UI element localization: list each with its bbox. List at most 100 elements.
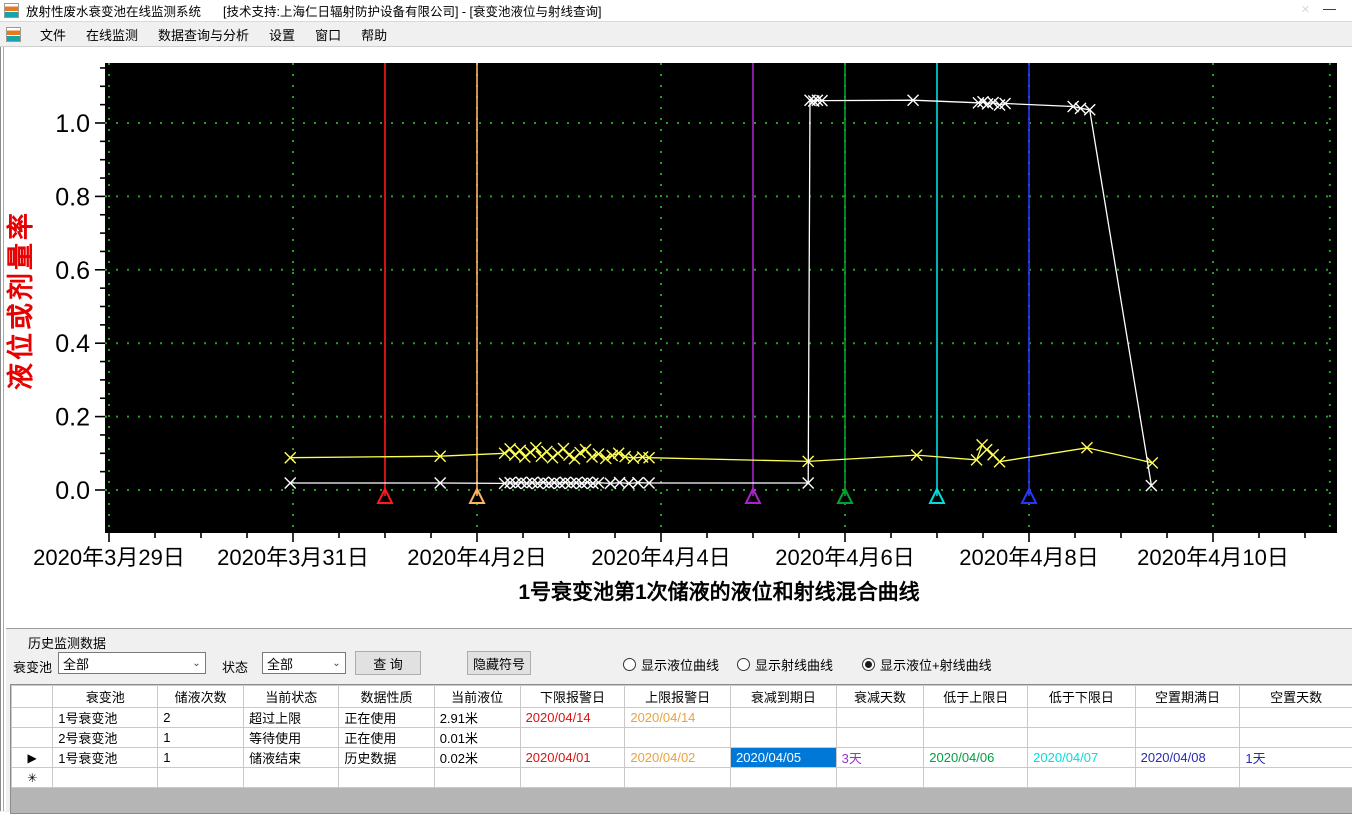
column-header-2[interactable]: 储液次数 xyxy=(158,686,244,708)
radio-unchecked-icon[interactable] xyxy=(623,658,636,671)
column-header-1[interactable]: 衰变池 xyxy=(53,686,158,708)
chevron-down-icon[interactable]: ⌄ xyxy=(188,658,205,669)
row-selector-header[interactable] xyxy=(12,686,53,708)
menu-item-2[interactable]: 数据查询与分析 xyxy=(148,22,259,47)
table-cell[interactable] xyxy=(731,768,837,788)
menu-item-5[interactable]: 帮助 xyxy=(351,22,397,47)
menu-item-3[interactable]: 设置 xyxy=(259,22,305,47)
table-cell[interactable]: 1号衰变池 xyxy=(53,708,158,728)
table-cell[interactable]: 0.01米 xyxy=(434,728,520,748)
table-cell[interactable]: 正在使用 xyxy=(339,728,434,748)
pool-filter-combobox[interactable]: 全部 ⌄ xyxy=(58,652,206,674)
query-button[interactable]: 查 询 xyxy=(355,651,421,675)
table-cell[interactable] xyxy=(1135,728,1240,748)
radio-option-0[interactable]: 显示液位曲线 xyxy=(623,655,719,674)
window-title: 放射性废水衰变池在线监测系统 xyxy=(26,1,201,20)
table-cell[interactable] xyxy=(836,768,924,788)
radio-checked-icon[interactable] xyxy=(862,658,875,671)
table-cell[interactable] xyxy=(625,768,731,788)
status-filter-combobox[interactable]: 全部 ⌄ xyxy=(262,652,346,674)
table-cell[interactable]: 历史数据 xyxy=(339,748,434,768)
column-header-12[interactable]: 空置期满日 xyxy=(1135,686,1240,708)
table-cell[interactable] xyxy=(244,768,339,788)
new-row-indicator[interactable]: ✳ xyxy=(12,768,53,788)
row-selector[interactable] xyxy=(12,728,53,748)
x-tick-label: 2020年4月6日 xyxy=(775,545,914,570)
table-cell[interactable] xyxy=(1028,708,1135,728)
table-cell[interactable] xyxy=(1135,768,1240,788)
table-cell[interactable] xyxy=(1240,768,1352,788)
menu-items: 文件在线监测数据查询与分析设置窗口帮助 xyxy=(30,22,397,47)
table-cell[interactable] xyxy=(520,768,625,788)
chart-title: 1号衰变池第1次储液的液位和射线混合曲线 xyxy=(518,580,919,604)
table-cell[interactable]: 1号衰变池 xyxy=(53,748,158,768)
column-header-13[interactable]: 空置天数 xyxy=(1240,686,1352,708)
radio-unchecked-icon[interactable] xyxy=(737,658,750,671)
y-axis-title: 液位或剂量率 xyxy=(5,210,36,390)
table-cell[interactable]: 3天 xyxy=(836,748,924,768)
table-cell[interactable] xyxy=(625,728,731,748)
column-header-7[interactable]: 上限报警日 xyxy=(625,686,731,708)
table-cell[interactable]: 2 xyxy=(158,708,244,728)
table-cell[interactable]: 2.91米 xyxy=(434,708,520,728)
menu-item-1[interactable]: 在线监测 xyxy=(76,22,148,47)
table-cell[interactable]: 超过上限 xyxy=(244,708,339,728)
table-cell[interactable]: 储液结束 xyxy=(244,748,339,768)
table-cell[interactable] xyxy=(924,768,1028,788)
table-cell[interactable]: 正在使用 xyxy=(339,708,434,728)
radio-option-2[interactable]: 显示液位+射线曲线 xyxy=(862,655,992,674)
table-cell[interactable] xyxy=(1135,708,1240,728)
table-cell[interactable]: 1 xyxy=(158,748,244,768)
chevron-down-icon[interactable]: ⌄ xyxy=(328,658,345,669)
table-cell[interactable] xyxy=(924,708,1028,728)
table-cell[interactable]: 1 xyxy=(158,728,244,748)
column-header-9[interactable]: 衰减天数 xyxy=(836,686,924,708)
table-cell[interactable]: 2020/04/14 xyxy=(625,708,731,728)
table-cell[interactable] xyxy=(434,768,520,788)
table-cell[interactable] xyxy=(924,728,1028,748)
column-header-6[interactable]: 下限报警日 xyxy=(520,686,625,708)
table-cell[interactable]: 2020/04/08 xyxy=(1135,748,1240,768)
table-cell[interactable] xyxy=(1028,768,1135,788)
current-row-indicator[interactable]: ▶ xyxy=(12,748,53,768)
close-icon[interactable]: ✕ xyxy=(1301,3,1310,16)
table-cell[interactable] xyxy=(731,728,837,748)
minimize-icon[interactable]: — xyxy=(1323,1,1336,16)
table-cell[interactable] xyxy=(1028,728,1135,748)
table-row-3: ✳ xyxy=(12,768,1352,788)
table-cell[interactable] xyxy=(158,768,244,788)
column-header-3[interactable]: 当前状态 xyxy=(244,686,339,708)
client-area-edge xyxy=(0,46,6,811)
column-header-5[interactable]: 当前液位 xyxy=(434,686,520,708)
hide-symbols-button[interactable]: 隐藏符号 xyxy=(467,651,531,675)
table-cell[interactable]: 1天 xyxy=(1240,748,1352,768)
radio-option-1[interactable]: 显示射线曲线 xyxy=(737,655,833,674)
table-cell[interactable]: 等待使用 xyxy=(244,728,339,748)
column-header-4[interactable]: 数据性质 xyxy=(339,686,434,708)
table-cell[interactable]: 2020/04/06 xyxy=(924,748,1028,768)
menu-item-4[interactable]: 窗口 xyxy=(305,22,351,47)
table-cell[interactable]: 2020/04/07 xyxy=(1028,748,1135,768)
table-cell[interactable] xyxy=(731,708,837,728)
column-header-10[interactable]: 低于上限日 xyxy=(924,686,1028,708)
column-header-11[interactable]: 低于下限日 xyxy=(1028,686,1135,708)
table-cell[interactable] xyxy=(836,728,924,748)
table-cell[interactable] xyxy=(520,728,625,748)
table-cell[interactable] xyxy=(53,768,158,788)
column-header-8[interactable]: 衰减到期日 xyxy=(731,686,837,708)
selected-cell[interactable]: 2020/04/05 xyxy=(731,748,837,768)
table-cell[interactable] xyxy=(1240,728,1352,748)
table-cell[interactable] xyxy=(1240,708,1352,728)
row-selector[interactable] xyxy=(12,708,53,728)
table-cell[interactable]: 2020/04/02 xyxy=(625,748,731,768)
table-cell[interactable]: 2号衰变池 xyxy=(53,728,158,748)
table-cell[interactable] xyxy=(836,708,924,728)
menu-bar: 文件在线监测数据查询与分析设置窗口帮助 xyxy=(0,22,1352,47)
table-cell[interactable]: 2020/04/01 xyxy=(520,748,625,768)
menu-item-0[interactable]: 文件 xyxy=(30,22,76,47)
table-cell[interactable]: 2020/04/14 xyxy=(520,708,625,728)
child-window-icon xyxy=(6,27,21,42)
table-cell[interactable] xyxy=(339,768,434,788)
table-cell[interactable]: 0.02米 xyxy=(434,748,520,768)
